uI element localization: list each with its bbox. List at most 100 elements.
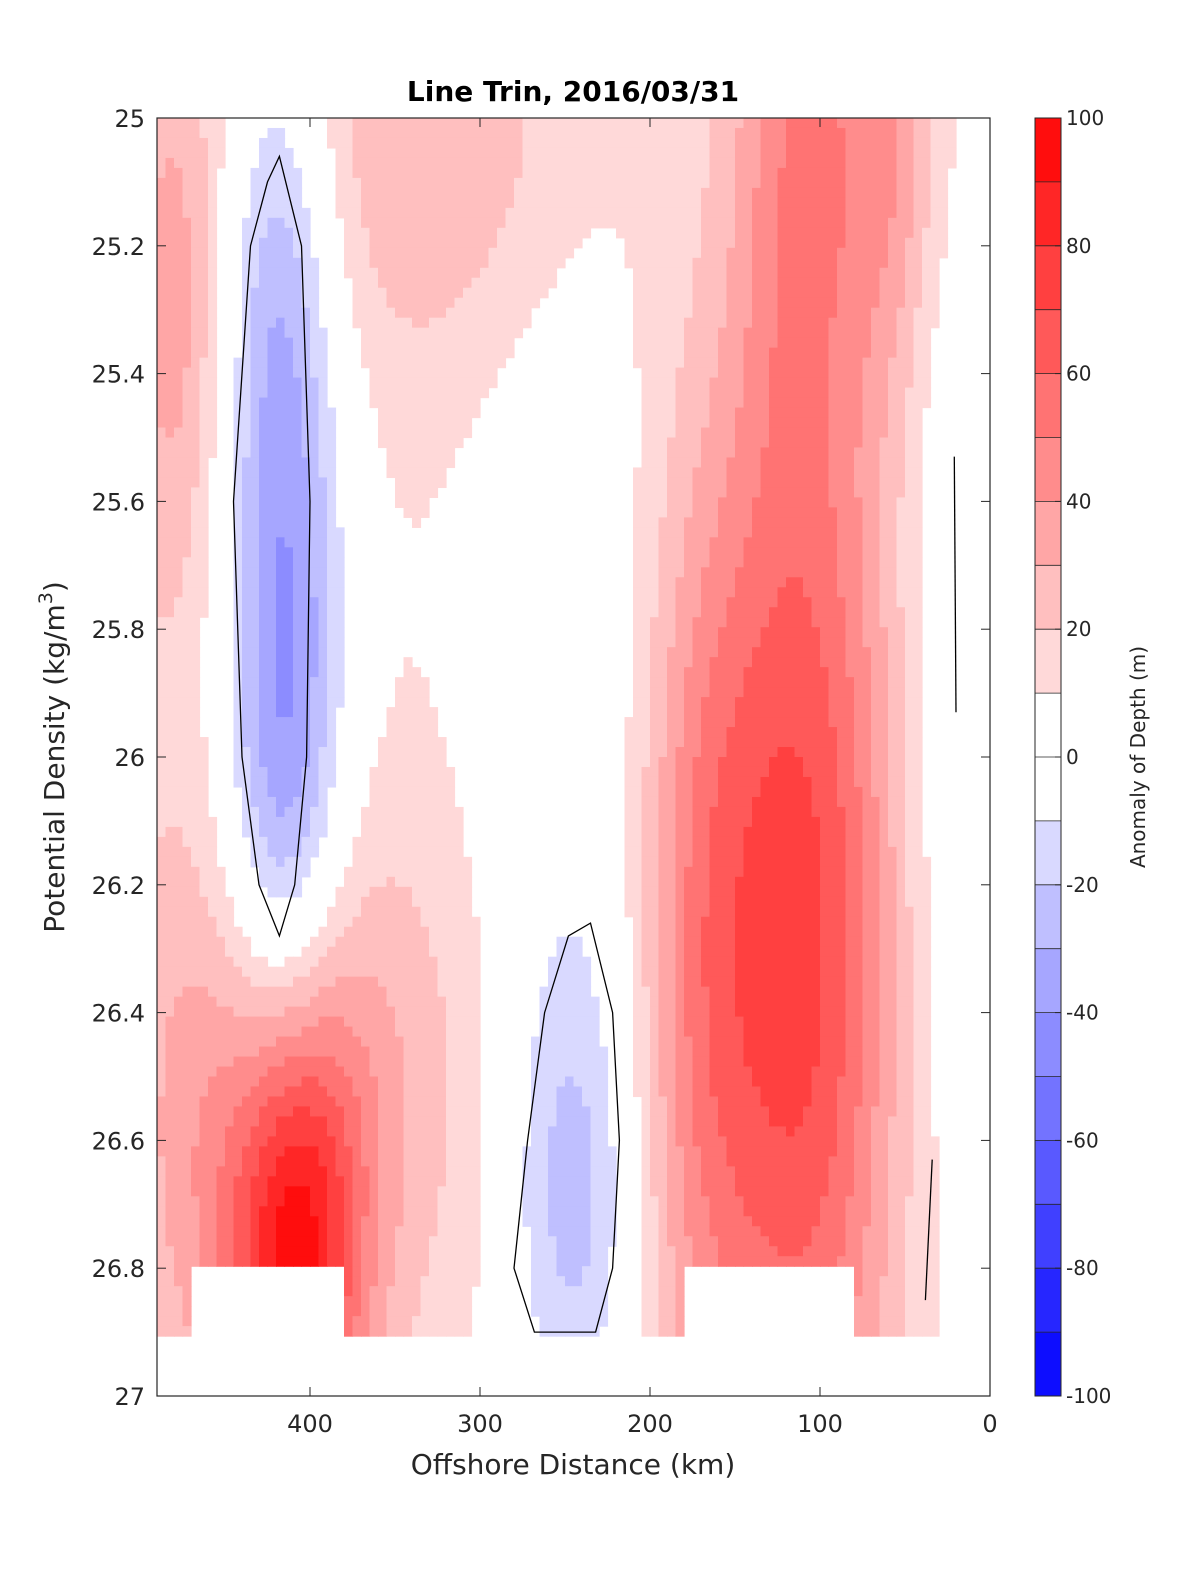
heatmap-cell <box>429 447 439 459</box>
heatmap-cell <box>199 437 209 449</box>
heatmap-cell <box>395 737 405 748</box>
heatmap-cell <box>191 177 201 189</box>
heatmap-cell <box>318 816 328 828</box>
heatmap-cell <box>667 886 677 898</box>
heatmap-cell <box>565 1216 575 1227</box>
heatmap-cell <box>225 1216 235 1227</box>
heatmap-cell <box>259 707 269 718</box>
heatmap-cell <box>539 247 549 259</box>
heatmap-cell <box>633 1016 643 1028</box>
heatmap-cell <box>590 1276 600 1287</box>
heatmap-cell <box>165 437 175 449</box>
heatmap-cell <box>301 577 311 588</box>
heatmap-cell <box>386 926 396 938</box>
heatmap-cell <box>497 217 507 229</box>
heatmap-cell <box>276 1176 286 1187</box>
heatmap-cell <box>386 1016 396 1028</box>
heatmap-cell <box>650 1096 660 1108</box>
heatmap-cell <box>573 986 583 998</box>
heatmap-cell <box>174 367 184 379</box>
heatmap-cell <box>208 297 218 309</box>
heatmap-cell <box>590 217 600 229</box>
heatmap-cell <box>522 1196 532 1207</box>
heatmap-cell <box>267 657 277 668</box>
heatmap-cell <box>633 836 643 848</box>
heatmap-cell <box>259 996 269 1008</box>
heatmap-cell <box>293 327 303 339</box>
heatmap-cell <box>165 1196 175 1207</box>
heatmap-cell <box>199 946 209 958</box>
heatmap-cell <box>565 1116 575 1128</box>
heatmap-cell <box>429 357 439 369</box>
heatmap-cell <box>454 1006 464 1018</box>
heatmap-cell <box>157 776 167 788</box>
heatmap-cell <box>590 1026 600 1038</box>
heatmap-cell <box>293 956 303 968</box>
heatmap-cell <box>191 437 201 449</box>
heatmap-cell <box>599 207 609 219</box>
heatmap-cell <box>199 597 209 608</box>
heatmap-cell <box>216 1126 226 1137</box>
heatmap-cell <box>548 127 558 139</box>
heatmap-cell <box>667 217 677 229</box>
heatmap-cell <box>174 267 184 279</box>
heatmap-cell <box>165 277 175 289</box>
heatmap-cell <box>157 467 167 479</box>
heatmap-cell <box>191 187 201 199</box>
heatmap-cell <box>641 327 651 339</box>
heatmap-cell <box>437 177 447 189</box>
heatmap-cell <box>233 1256 243 1267</box>
heatmap-cell <box>276 1146 286 1157</box>
heatmap-cell <box>650 1226 660 1237</box>
heatmap-cell <box>522 187 532 199</box>
heatmap-cell <box>301 1126 311 1137</box>
heatmap-cell <box>395 896 405 908</box>
heatmap-cell <box>463 367 473 379</box>
heatmap-cell <box>165 417 175 429</box>
heatmap-cell <box>267 966 277 978</box>
heatmap-cell <box>369 766 379 778</box>
heatmap-cell <box>276 717 286 728</box>
heatmap-cell <box>199 577 209 588</box>
heatmap-cell <box>378 956 388 968</box>
heatmap-cell <box>386 757 396 768</box>
heatmap-cell <box>259 757 269 768</box>
heatmap-cell <box>233 527 243 538</box>
heatmap-cell <box>259 177 269 189</box>
heatmap-cell <box>497 157 507 169</box>
heatmap-cell <box>650 846 660 858</box>
heatmap-cell <box>412 487 422 498</box>
heatmap-cell <box>667 1006 677 1018</box>
heatmap-cell <box>361 1126 371 1137</box>
heatmap-cell <box>565 227 575 239</box>
heatmap-cell <box>684 836 694 848</box>
heatmap-cell <box>165 737 175 748</box>
heatmap-cell <box>250 1176 260 1187</box>
heatmap-cell <box>208 207 218 219</box>
heatmap-cell <box>531 157 541 169</box>
heatmap-cell <box>437 1296 447 1307</box>
heatmap-cell <box>293 407 303 419</box>
heatmap-cell <box>386 866 396 878</box>
heatmap-cell <box>378 1076 388 1088</box>
heatmap-cell <box>463 1056 473 1068</box>
heatmap-cell <box>658 786 668 798</box>
heatmap-cell <box>624 886 634 898</box>
heatmap-cell <box>684 277 694 289</box>
heatmap-cell <box>242 727 252 738</box>
heatmap-cell <box>658 1176 668 1187</box>
heatmap-cell <box>327 577 337 588</box>
heatmap-cell <box>369 157 379 169</box>
heatmap-cell <box>675 826 685 838</box>
heatmap-cell <box>174 607 184 618</box>
heatmap-cell <box>361 1286 371 1297</box>
heatmap-cell <box>675 856 685 868</box>
heatmap-cell <box>582 167 592 179</box>
heatmap-cell <box>310 936 320 948</box>
heatmap-cell <box>208 996 218 1008</box>
heatmap-cell <box>165 397 175 409</box>
heatmap-cell <box>267 677 277 688</box>
heatmap-cell <box>242 737 252 748</box>
heatmap-cell <box>429 417 439 429</box>
heatmap-cell <box>403 1136 413 1147</box>
